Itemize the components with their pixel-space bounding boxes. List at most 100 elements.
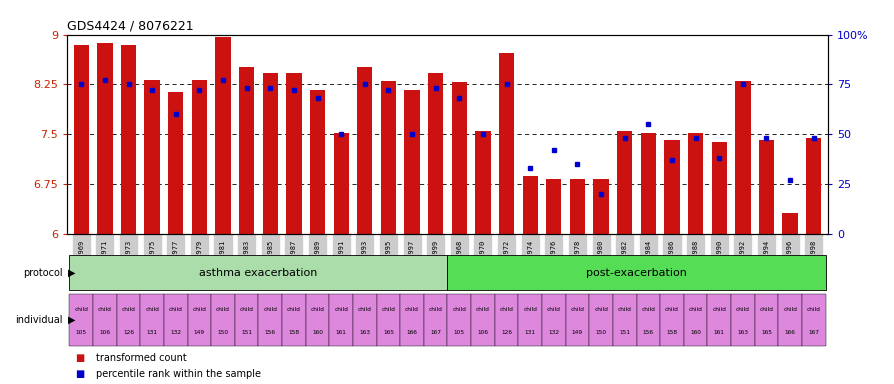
Bar [70,294,93,346]
Bar [612,294,636,346]
Bar [758,140,773,234]
Text: child: child [617,307,631,312]
Text: child: child [594,307,607,312]
Bar [352,294,376,346]
Text: transformed count: transformed count [96,353,186,363]
Text: 151: 151 [240,330,252,335]
Bar [400,294,424,346]
Text: child: child [451,307,466,312]
Text: 156: 156 [265,330,275,335]
Text: child: child [569,307,584,312]
Bar [239,66,254,234]
Bar [191,80,207,234]
Text: 158: 158 [666,330,677,335]
Text: child: child [263,307,277,312]
Text: 161: 161 [713,330,724,335]
Bar [333,133,349,234]
Text: child: child [97,307,112,312]
Bar [569,179,585,234]
Bar [73,45,89,234]
Text: 149: 149 [571,330,582,335]
Bar [522,175,537,234]
Bar [494,294,518,346]
Bar [447,255,824,290]
Bar [427,73,443,234]
Text: child: child [428,307,443,312]
Text: child: child [240,307,253,312]
Text: 126: 126 [122,330,134,335]
Text: child: child [523,307,536,312]
Bar [542,294,565,346]
Bar [93,294,116,346]
Text: ■: ■ [76,369,89,379]
Text: child: child [664,307,679,312]
Text: 132: 132 [170,330,181,335]
Bar [687,133,703,234]
Bar [498,53,514,234]
Bar [734,81,750,234]
Bar [593,179,608,234]
Text: 165: 165 [760,330,772,335]
Text: 106: 106 [99,330,110,335]
Text: 150: 150 [217,330,228,335]
Text: 126: 126 [501,330,511,335]
Text: 149: 149 [194,330,205,335]
Bar [754,294,778,346]
Text: child: child [358,307,371,312]
Bar [801,294,824,346]
Text: ▶: ▶ [68,268,75,278]
Text: child: child [310,307,325,312]
Bar [475,131,490,234]
Text: child: child [405,307,418,312]
Text: child: child [145,307,159,312]
Bar [706,294,730,346]
Text: child: child [122,307,135,312]
Bar [640,133,655,234]
Text: 158: 158 [288,330,299,335]
Bar [711,142,726,234]
Bar [329,294,352,346]
Bar [565,294,588,346]
Text: GDS4424 / 8076221: GDS4424 / 8076221 [67,19,193,32]
Text: asthma exacerbation: asthma exacerbation [199,268,317,278]
Text: child: child [215,307,230,312]
Text: child: child [476,307,489,312]
Text: child: child [735,307,749,312]
Text: 167: 167 [807,330,818,335]
Bar [97,43,113,234]
Text: 165: 165 [383,330,393,335]
Bar [545,179,561,234]
Text: 156: 156 [642,330,654,335]
Text: percentile rank within the sample: percentile rank within the sample [96,369,260,379]
Bar [663,140,679,234]
Text: child: child [169,307,182,312]
Text: 163: 163 [358,330,370,335]
Text: 132: 132 [548,330,559,335]
Text: child: child [759,307,772,312]
Bar [447,294,470,346]
Bar [357,66,372,234]
Bar [309,90,325,234]
Text: child: child [641,307,654,312]
Text: 167: 167 [430,330,441,335]
Text: child: child [333,307,348,312]
Text: 161: 161 [335,330,346,335]
Text: child: child [782,307,797,312]
Bar [730,294,754,346]
Bar [636,294,660,346]
Bar [404,90,419,234]
Bar [683,294,706,346]
Bar [121,45,136,234]
Text: child: child [687,307,702,312]
Text: ▶: ▶ [68,314,75,325]
Bar [286,73,301,234]
Bar [616,131,632,234]
Bar [781,213,797,234]
Text: 105: 105 [453,330,464,335]
Bar [660,294,683,346]
Text: protocol: protocol [23,268,63,278]
Bar [376,294,400,346]
Bar [588,294,612,346]
Bar [215,36,231,234]
Bar [282,294,306,346]
